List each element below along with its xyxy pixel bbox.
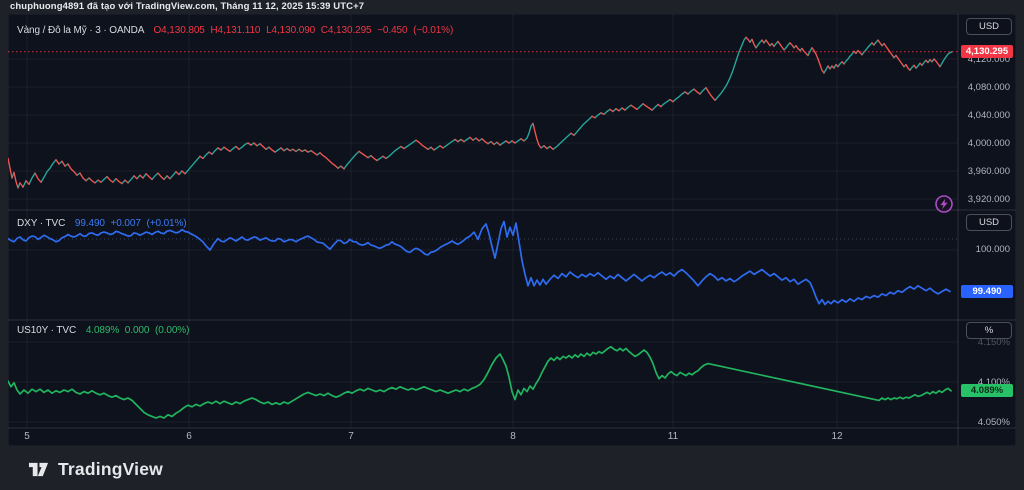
price-tick-label: 4.100% <box>977 376 1010 388</box>
time-axis-label: 11 <box>667 431 679 442</box>
last-price-badge-gold: 4,130.295 <box>961 45 1013 59</box>
time-axis-label: 12 <box>831 431 843 442</box>
last-price-badge-dxy: 99.490 <box>961 285 1013 298</box>
time-axis[interactable] <box>8 428 958 446</box>
price-tick-label: 4.150% <box>977 336 1010 348</box>
time-axis-label: 5 <box>24 431 30 442</box>
legend-gold[interactable]: Vàng / Đô la Mỹ · 3 · OANDA O4,130.805 H… <box>17 25 453 36</box>
price-axis-gold[interactable] <box>958 14 1016 210</box>
attribution-bar: chuphuong4891 đã tạo với TradingView.com… <box>0 0 1024 14</box>
lightning-icon[interactable] <box>934 194 954 214</box>
currency-button-dxy[interactable]: USD <box>966 214 1012 231</box>
price-tick-label: 4,120.000 <box>967 53 1010 65</box>
legend-dxy[interactable]: DXY · TVC 99.490 +0.007 (+0.01%) <box>17 218 187 229</box>
time-axis-label: 6 <box>186 431 192 442</box>
price-tick-label: 3,960.000 <box>967 165 1010 177</box>
last-price-badge-us10y: 4.089% <box>961 384 1013 398</box>
legend-us10y-values: 4.089% 0.000 (0.00%) <box>85 325 190 336</box>
legend-us10y[interactable]: US10Y · TVC 4.089% 0.000 (0.00%) <box>17 325 189 336</box>
pane-us10y-chart[interactable] <box>8 320 958 428</box>
currency-button-gold[interactable]: USD <box>966 18 1012 35</box>
legend-dxy-symbol: DXY · TVC <box>17 218 66 229</box>
legend-gold-values: O4,130.805 H4,131.110 L4,130.090 C4,130.… <box>153 25 454 36</box>
chart-panel: Vàng / Đô la Mỹ · 3 · OANDA O4,130.805 H… <box>8 14 1016 446</box>
time-axis-label: 7 <box>348 431 354 442</box>
price-tick-label: 4,080.000 <box>967 81 1010 93</box>
price-tick-label: 4,040.000 <box>967 109 1010 121</box>
tradingview-logo-icon[interactable] <box>27 459 50 480</box>
price-tick-label: 3,920.000 <box>967 193 1010 205</box>
legend-us10y-symbol: US10Y · TVC <box>17 325 77 336</box>
price-tick-label: 4,000.000 <box>967 137 1010 149</box>
unit-button-us10y[interactable]: % <box>966 322 1012 339</box>
legend-gold-symbol: Vàng / Đô la Mỹ · 3 · OANDA <box>17 25 144 36</box>
footer-bar: TradingView <box>0 448 1024 490</box>
price-tick-label: 100.000 <box>975 244 1010 256</box>
attribution-text: chuphuong4891 đã tạo với TradingView.com… <box>10 1 365 12</box>
time-axis-label: 8 <box>510 431 516 442</box>
chart-canvas <box>8 14 1016 446</box>
tradingview-wordmark[interactable]: TradingView <box>58 458 163 479</box>
pane-gold-chart[interactable] <box>8 14 958 210</box>
price-tick-label: 4.050% <box>977 416 1010 428</box>
legend-dxy-values: 99.490 +0.007 (+0.01%) <box>74 218 187 229</box>
